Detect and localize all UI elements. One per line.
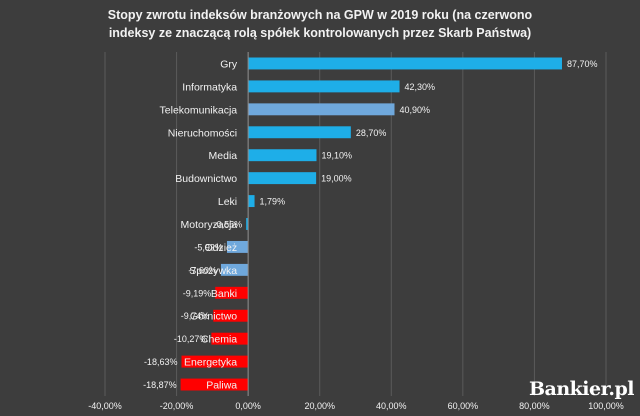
x-tick-label: 0,00%	[235, 401, 261, 411]
bar	[248, 172, 317, 185]
bar	[215, 286, 249, 299]
x-tick-label: 20,00%	[304, 401, 335, 411]
bar	[180, 378, 249, 391]
category-label: Leki	[218, 196, 237, 208]
x-tick-label: 100,00%	[588, 401, 624, 411]
bar	[213, 309, 249, 322]
data-label: 19,00%	[321, 174, 352, 184]
category-label: Paliwa	[206, 380, 237, 392]
bar	[248, 149, 317, 162]
bar	[226, 240, 249, 253]
data-label: 28,70%	[356, 128, 387, 138]
category-label: Nieruchomości	[168, 127, 237, 139]
bar	[211, 332, 249, 345]
bar	[248, 57, 562, 70]
bar	[246, 218, 249, 230]
category-label: Gry	[220, 58, 238, 70]
category-label: Telekomunikacja	[160, 104, 238, 116]
chart-title-line-2: indeksy ze znaczącą rolą spółek kontrolo…	[108, 26, 532, 40]
category-label: Górnictwo	[190, 311, 237, 323]
bar	[248, 126, 351, 139]
category-label: Chemia	[201, 334, 237, 346]
data-label: -7,60%	[188, 265, 217, 275]
chart-title: Stopy zwrotu indeksów branżowych na GPW …	[0, 6, 640, 42]
category-label: Informatyka	[182, 81, 237, 93]
data-label: -9,74%	[181, 311, 210, 321]
category-label: Energetyka	[184, 357, 237, 369]
category-label: Motoryzacja	[181, 219, 238, 231]
category-label: Media	[209, 150, 238, 162]
x-tick-label: -40,00%	[88, 401, 122, 411]
chart-title-line-1: Stopy zwrotu indeksów branżowych na GPW …	[107, 8, 533, 22]
bar	[248, 195, 255, 208]
category-label: Spożywka	[189, 265, 237, 277]
data-label: 87,70%	[567, 59, 598, 69]
category-label: Budownictwo	[175, 173, 237, 185]
x-tick-label: 40,00%	[376, 401, 407, 411]
bankier-logo: Bankier.pl	[528, 378, 635, 400]
data-label: -18,63%	[144, 357, 178, 367]
bar	[248, 103, 395, 116]
data-label: 1,79%	[260, 197, 286, 207]
x-tick-label: -20,00%	[160, 401, 194, 411]
data-label: 42,30%	[405, 82, 436, 92]
category-label: Banki	[211, 288, 237, 300]
data-label: 40,90%	[400, 105, 431, 115]
bar	[220, 263, 249, 276]
x-tick-label: 60,00%	[448, 401, 479, 411]
data-label: 19,10%	[321, 151, 352, 161]
data-label: -5,92%	[194, 242, 223, 252]
data-label: -10,27%	[174, 334, 208, 344]
bar	[181, 355, 249, 368]
x-tick-label: 80,00%	[519, 401, 550, 411]
data-label: -0,55%	[214, 220, 243, 230]
bar	[248, 80, 400, 93]
data-label: -9,19%	[183, 288, 212, 298]
category-label: Odzież	[204, 242, 237, 254]
data-label: -18,87%	[143, 380, 177, 390]
